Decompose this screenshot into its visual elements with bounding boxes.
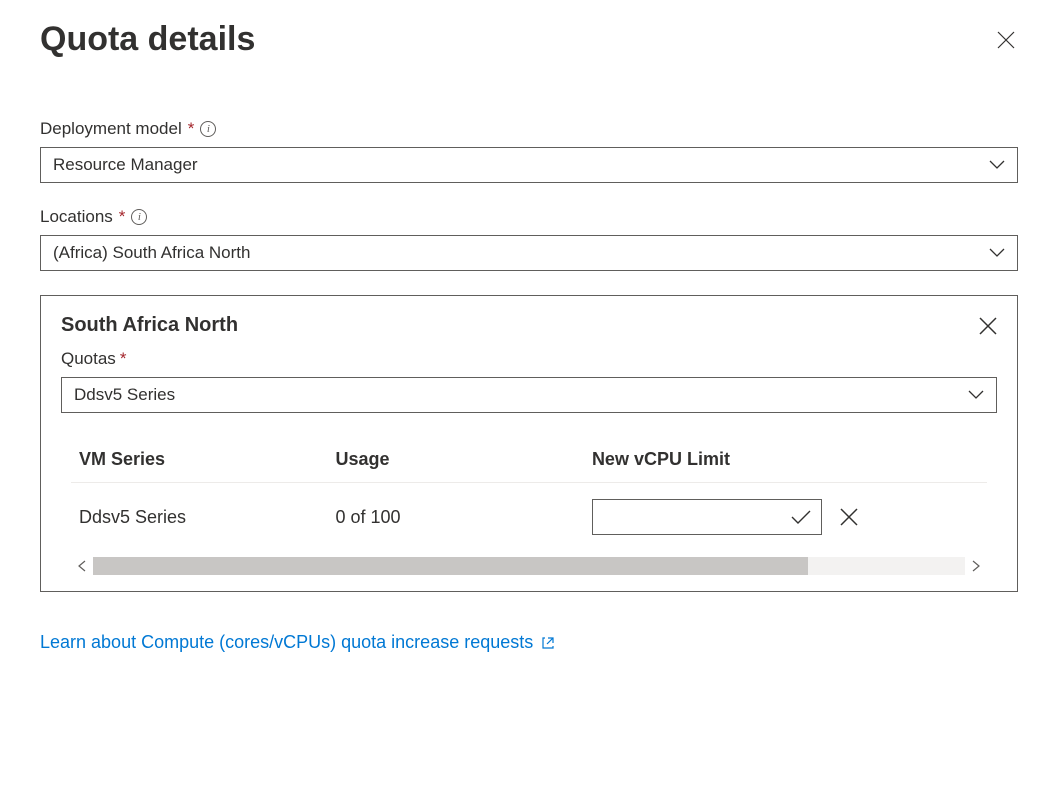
scroll-left-button[interactable] xyxy=(71,555,93,577)
locations-value: (Africa) South Africa North xyxy=(53,243,250,263)
region-panel: South Africa North Quotas * Ddsv5 Series… xyxy=(40,295,1018,592)
locations-label: Locations * i xyxy=(40,207,1018,227)
locations-field: Locations * i (Africa) South Africa Nort… xyxy=(40,207,1018,271)
quotas-label-text: Quotas xyxy=(61,349,116,369)
quota-table-wrap: VM Series Usage New vCPU Limit Ddsv5 Ser… xyxy=(61,439,997,577)
close-icon xyxy=(840,508,858,526)
required-indicator: * xyxy=(119,207,126,227)
region-remove-button[interactable] xyxy=(979,317,997,335)
deployment-model-dropdown[interactable]: Resource Manager xyxy=(40,147,1018,183)
chevron-right-icon xyxy=(972,560,980,572)
chevron-left-icon xyxy=(78,560,86,572)
chevron-down-icon xyxy=(968,385,984,405)
required-indicator: * xyxy=(120,349,127,369)
deployment-model-value: Resource Manager xyxy=(53,155,198,175)
cell-new-limit xyxy=(584,483,987,552)
locations-label-text: Locations xyxy=(40,207,113,227)
quota-table-header-row: VM Series Usage New vCPU Limit xyxy=(71,439,987,483)
cell-vm-series: Ddsv5 Series xyxy=(71,483,327,552)
check-icon xyxy=(791,510,811,524)
page-title: Quota details xyxy=(40,20,255,59)
row-remove-button[interactable] xyxy=(840,508,858,526)
deployment-model-label: Deployment model * i xyxy=(40,119,1018,139)
info-icon[interactable]: i xyxy=(200,121,216,137)
quotas-label: Quotas * xyxy=(61,349,997,369)
cell-usage: 0 of 100 xyxy=(327,483,583,552)
deployment-model-field: Deployment model * i Resource Manager xyxy=(40,119,1018,183)
close-panel-button[interactable] xyxy=(994,28,1018,52)
required-indicator: * xyxy=(188,119,195,139)
quota-table: VM Series Usage New vCPU Limit Ddsv5 Ser… xyxy=(71,439,987,551)
scroll-right-button[interactable] xyxy=(965,555,987,577)
close-icon xyxy=(997,31,1015,49)
col-vm-series: VM Series xyxy=(71,439,327,483)
close-icon xyxy=(979,317,997,335)
quotas-dropdown[interactable]: Ddsv5 Series xyxy=(61,377,997,413)
new-limit-input[interactable] xyxy=(592,499,822,535)
quotas-value: Ddsv5 Series xyxy=(74,385,175,405)
info-icon[interactable]: i xyxy=(131,209,147,225)
external-link-icon xyxy=(541,636,555,650)
learn-more-link[interactable]: Learn about Compute (cores/vCPUs) quota … xyxy=(40,632,555,653)
chevron-down-icon xyxy=(989,155,1005,175)
learn-more-text: Learn about Compute (cores/vCPUs) quota … xyxy=(40,632,533,653)
scroll-track[interactable] xyxy=(93,557,965,575)
table-row: Ddsv5 Series 0 of 100 xyxy=(71,483,987,552)
deployment-model-label-text: Deployment model xyxy=(40,119,182,139)
col-usage: Usage xyxy=(327,439,583,483)
scroll-thumb[interactable] xyxy=(93,557,808,575)
col-new-limit: New vCPU Limit xyxy=(584,439,987,483)
horizontal-scrollbar[interactable] xyxy=(71,555,987,577)
region-title: South Africa North xyxy=(61,314,238,337)
header-row: Quota details xyxy=(40,20,1018,59)
chevron-down-icon xyxy=(989,243,1005,263)
region-header: South Africa North xyxy=(61,314,997,337)
locations-dropdown[interactable]: (Africa) South Africa North xyxy=(40,235,1018,271)
